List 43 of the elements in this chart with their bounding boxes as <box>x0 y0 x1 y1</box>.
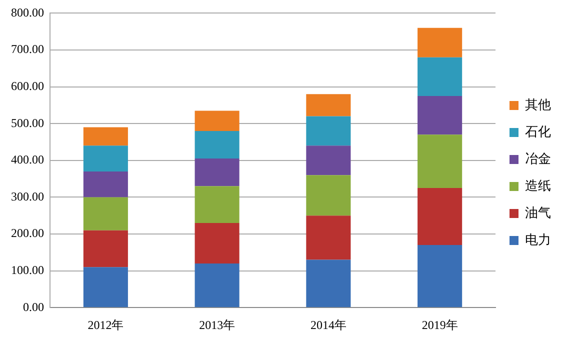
bar <box>83 230 128 268</box>
bar <box>83 127 128 146</box>
bar <box>83 146 128 172</box>
y-tick-label: 100.00 <box>11 262 44 277</box>
bar <box>306 260 351 308</box>
legend-label: 石化 <box>525 124 551 140</box>
bar <box>83 197 128 230</box>
bar <box>194 158 240 186</box>
bar <box>194 130 240 159</box>
x-tick-label: 2014年 <box>310 318 346 332</box>
bar <box>418 57 462 96</box>
bar <box>83 171 128 198</box>
bar <box>418 28 462 58</box>
legend-label: 电力 <box>525 232 551 248</box>
bar <box>194 110 240 131</box>
bar <box>194 222 240 264</box>
x-tick-label: 2012年 <box>88 318 124 332</box>
y-tick-label: 400.00 <box>11 152 44 167</box>
bar <box>306 216 351 260</box>
bar <box>306 175 351 216</box>
bar <box>306 146 351 176</box>
y-tick-label: 200.00 <box>11 226 44 240</box>
legend-label: 油气 <box>525 206 551 221</box>
y-tick-label: 500.00 <box>11 116 44 130</box>
bar <box>83 267 128 308</box>
bar <box>418 96 462 135</box>
bar <box>418 188 462 246</box>
y-tick-label: 0.00 <box>23 300 44 314</box>
legend-label: 造纸 <box>525 178 551 194</box>
y-tick-label: 300.00 <box>11 189 44 204</box>
y-tick-label: 600.00 <box>11 78 44 93</box>
legend-label: 其他 <box>525 98 551 113</box>
y-tick-label: 700.00 <box>11 42 44 56</box>
bar <box>194 186 240 223</box>
x-tick-label: 2013年 <box>199 318 236 332</box>
bar <box>418 134 462 188</box>
y-tick-label: 800.00 <box>11 5 44 20</box>
x-tick-label: 2019年 <box>422 318 458 332</box>
bar <box>194 263 240 308</box>
legend-label: 冶金 <box>525 152 551 167</box>
bar <box>306 94 351 116</box>
bar <box>418 245 462 308</box>
bar <box>306 116 351 146</box>
